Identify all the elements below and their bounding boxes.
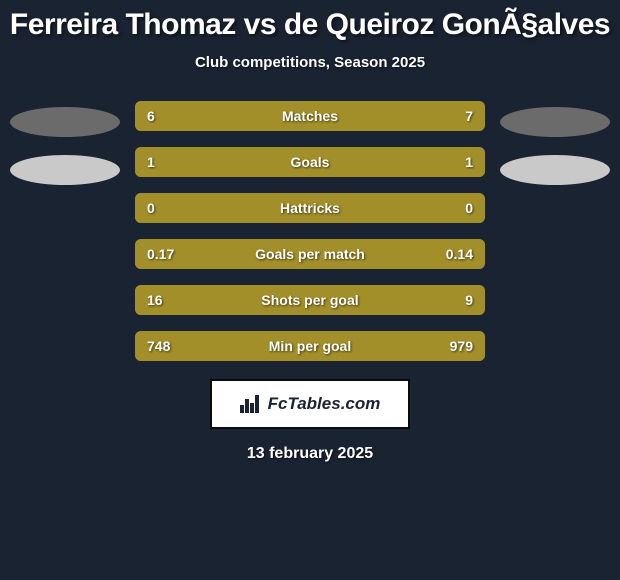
stat-label: Shots per goal xyxy=(261,292,358,308)
bar-chart-icon xyxy=(240,395,262,413)
stat-left-value: 1 xyxy=(147,154,155,170)
page-title: Ferreira Thomaz vs de Queiroz GonÃ§alves xyxy=(10,8,610,42)
stat-left-value: 748 xyxy=(147,338,170,354)
date-label: 13 february 2025 xyxy=(247,445,373,463)
stat-left-value: 0.17 xyxy=(147,246,174,262)
left-ellipse-1 xyxy=(10,155,120,185)
stat-row-goals-per-match: 0.17 0.14 Goals per match xyxy=(135,239,485,269)
stat-right-value: 0.14 xyxy=(446,246,473,262)
stat-row-shots-per-goal: 16 9 Shots per goal xyxy=(135,285,485,315)
stat-label: Min per goal xyxy=(269,338,351,354)
subtitle: Club competitions, Season 2025 xyxy=(195,54,425,71)
stat-label: Matches xyxy=(282,108,338,124)
stat-row-matches: 6 7 Matches xyxy=(135,101,485,131)
stat-left-fill xyxy=(135,147,310,177)
stat-label: Goals per match xyxy=(255,246,365,262)
right-indicators xyxy=(500,101,610,185)
stat-right-value: 1 xyxy=(465,154,473,170)
right-ellipse-0 xyxy=(500,107,610,137)
stat-left-fill xyxy=(135,101,296,131)
stat-label: Goals xyxy=(291,154,330,170)
fctables-logo: FcTables.com xyxy=(210,379,410,429)
stat-right-value: 9 xyxy=(465,292,473,308)
stats-area: 6 7 Matches 1 1 Goals 0 0 Hattricks 0.17 0.14 Goals… xyxy=(0,101,620,361)
stat-left-value: 16 xyxy=(147,292,163,308)
stat-row-goals: 1 1 Goals xyxy=(135,147,485,177)
right-ellipse-1 xyxy=(500,155,610,185)
stat-label: Hattricks xyxy=(280,200,340,216)
stat-row-hattricks: 0 0 Hattricks xyxy=(135,193,485,223)
stat-bars: 6 7 Matches 1 1 Goals 0 0 Hattricks 0.17 0.14 Goals… xyxy=(135,101,485,361)
stat-row-min-per-goal: 748 979 Min per goal xyxy=(135,331,485,361)
left-ellipse-0 xyxy=(10,107,120,137)
stat-left-value: 6 xyxy=(147,108,155,124)
stat-right-value: 0 xyxy=(465,200,473,216)
stat-right-value: 7 xyxy=(465,108,473,124)
stat-left-value: 0 xyxy=(147,200,155,216)
stat-right-value: 979 xyxy=(450,338,473,354)
comparison-card: Ferreira Thomaz vs de Queiroz GonÃ§alves… xyxy=(0,0,620,580)
logo-text: FcTables.com xyxy=(268,394,381,414)
stat-right-fill xyxy=(310,147,485,177)
left-indicators xyxy=(10,101,120,185)
